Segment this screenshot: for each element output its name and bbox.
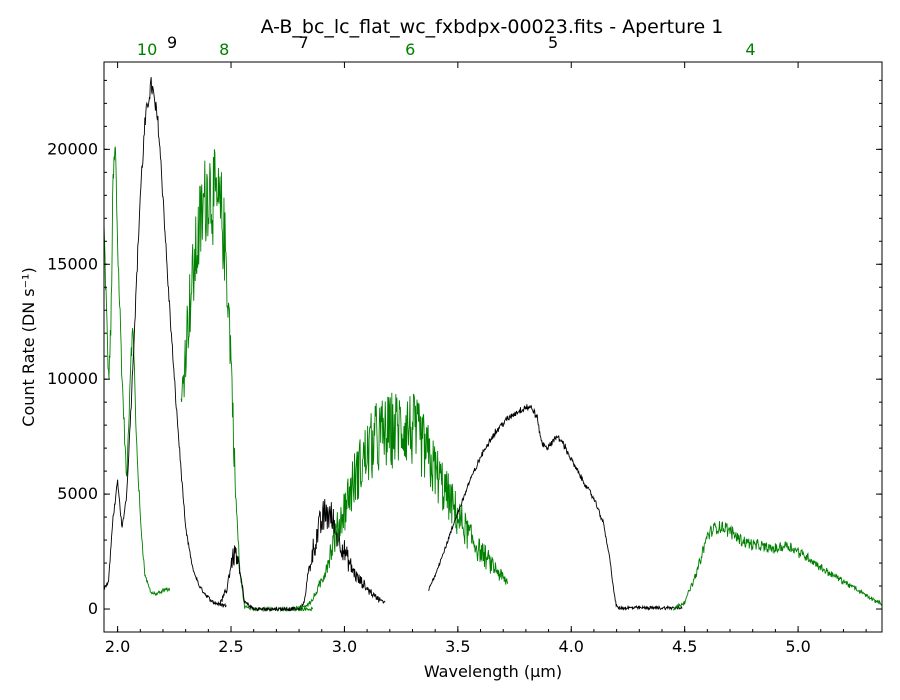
order-label: 4 bbox=[745, 40, 755, 59]
y-tick-label: 0 bbox=[88, 599, 98, 618]
x-tick-label: 2.0 bbox=[105, 637, 130, 656]
y-tick-label: 20000 bbox=[47, 139, 98, 158]
series-line-order-5 bbox=[428, 404, 683, 611]
x-tick-label: 5.0 bbox=[785, 637, 810, 656]
series-line-order-9 bbox=[104, 77, 227, 609]
series-line-order-4 bbox=[672, 521, 882, 611]
order-labels: 10 9 8 7 6 5 4 bbox=[137, 33, 756, 59]
order-label: 6 bbox=[405, 40, 415, 59]
series-line-order-6 bbox=[294, 392, 509, 610]
x-tick-label: 4.5 bbox=[672, 637, 697, 656]
order-label: 8 bbox=[219, 40, 229, 59]
series-line-order-8 bbox=[180, 149, 314, 613]
series-line-order-7 bbox=[219, 498, 386, 612]
order-label: 10 bbox=[137, 40, 157, 59]
chart-title: A-B_bc_lc_flat_wc_fxbdpx-00023.fits - Ap… bbox=[261, 16, 724, 38]
y-tick-label: 15000 bbox=[47, 254, 98, 273]
x-axis-label: Wavelength (μm) bbox=[424, 662, 562, 681]
order-label: 9 bbox=[167, 33, 177, 52]
x-tick-label: 2.5 bbox=[218, 637, 243, 656]
axis-ticks: 2.0 2.5 3.0 3.5 4.0 4.5 5.0 0 5000 10000 15000 2000… bbox=[47, 62, 882, 656]
series-group bbox=[104, 77, 882, 613]
y-tick-label: 5000 bbox=[57, 484, 98, 503]
order-label: 7 bbox=[299, 33, 309, 52]
y-tick-label: 10000 bbox=[47, 369, 98, 388]
plot-area bbox=[104, 77, 882, 613]
x-tick-label: 4.0 bbox=[559, 637, 584, 656]
order-label: 5 bbox=[548, 33, 558, 52]
plot-frame bbox=[103, 61, 883, 633]
series-line-order-10 bbox=[104, 146, 171, 597]
y-axis-label: Count Rate (DN s⁻¹) bbox=[19, 267, 38, 426]
x-tick-label: 3.0 bbox=[332, 637, 357, 656]
x-tick-label: 3.5 bbox=[445, 637, 470, 656]
